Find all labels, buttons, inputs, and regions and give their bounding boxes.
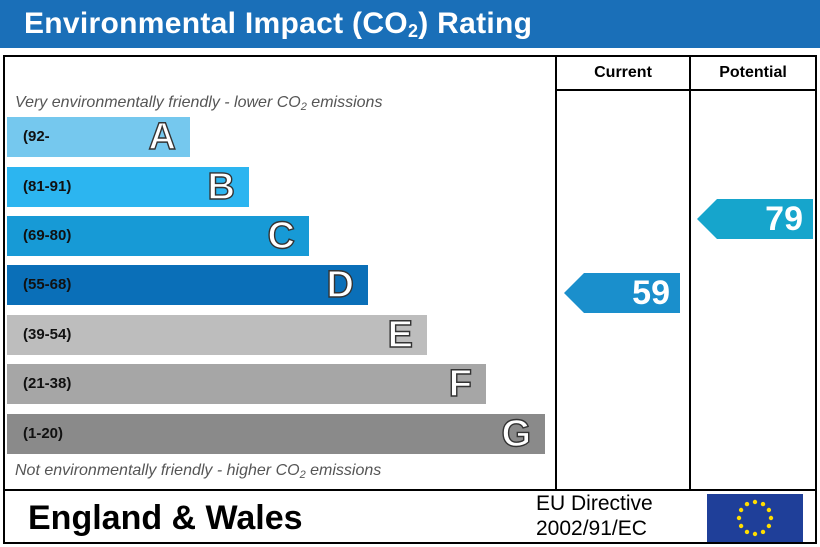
chart-title: Environmental Impact (CO2) Rating (24, 7, 533, 41)
band-range-label: (69-80) (23, 227, 72, 244)
footer-divider (3, 489, 817, 491)
eu-flag-star (760, 501, 766, 507)
note-bottom: Not environmentally friendly - higher CO… (15, 462, 382, 481)
chart-frame (3, 55, 817, 544)
band-a: (92- A (7, 116, 190, 158)
band-range-label: (39-54) (23, 326, 72, 343)
band-f: (21-38) F (7, 363, 486, 405)
eu-flag-star (738, 507, 744, 513)
eu-flag-star (744, 501, 750, 507)
eu-flag-icon (707, 494, 803, 542)
current-rating-arrow: 59 (564, 273, 680, 313)
eu-flag-star (736, 515, 742, 521)
band-range-label: (55-68) (23, 276, 72, 293)
potential-rating-value: 79 (765, 200, 803, 238)
eu-directive-text: EU Directive 2002/91/EC (536, 491, 696, 541)
band-letter: B (207, 166, 236, 208)
eu-directive-line1: EU Directive (536, 492, 653, 515)
potential-column-header: Potential (719, 64, 787, 81)
band-letter: D (326, 264, 355, 306)
eu-directive-line2: 2002/91/EC (536, 517, 647, 540)
eu-flag-star (766, 507, 772, 513)
title-bar: Environmental Impact (CO2) Rating (0, 0, 820, 48)
eu-flag-star (768, 515, 774, 521)
band-c: (69-80) C (7, 215, 309, 257)
region-label: England & Wales (28, 499, 303, 537)
band-range-label: (21-38) (23, 375, 72, 392)
eu-flag-star (738, 523, 744, 529)
band-letter: E (387, 314, 414, 356)
band-letter: C (267, 215, 296, 257)
current-rating-value: 59 (632, 274, 670, 312)
eu-flag-star (766, 523, 772, 529)
band-range-label: (92- (23, 128, 50, 145)
band-b: (81-91) B (7, 166, 249, 208)
band-g: (1-20) G (7, 413, 545, 455)
note-top: Very environmentally friendly - lower CO… (15, 94, 383, 113)
band-letter: A (148, 116, 177, 158)
band-range-label: (81-91) (23, 178, 72, 195)
column-divider-right (689, 55, 691, 491)
eu-flag-star (752, 499, 758, 505)
band-range-label: (1-20) (23, 425, 64, 442)
header-divider (555, 89, 817, 91)
band-d: (55-68) D (7, 264, 368, 306)
band-letter: F (448, 363, 473, 405)
current-arrow-shape (564, 273, 680, 313)
eu-flag-star (744, 529, 750, 535)
current-column-header: Current (594, 64, 652, 81)
band-letter: G (501, 413, 532, 455)
band-e: (39-54) E (7, 314, 427, 356)
potential-arrow-shape (697, 199, 813, 239)
column-divider-left (555, 55, 557, 491)
potential-rating-arrow: 79 (697, 199, 813, 239)
eu-flag-star (752, 531, 758, 537)
eu-flag-star (760, 529, 766, 535)
